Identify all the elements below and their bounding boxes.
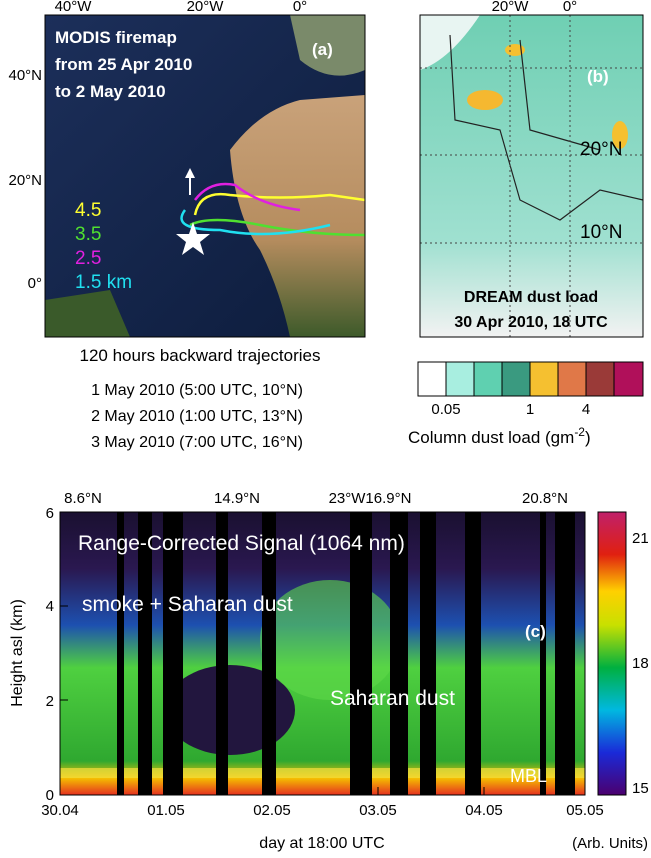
y-tick-label: 6 [46, 505, 54, 522]
y-tick-label: 0 [46, 787, 54, 804]
mbl-layer [60, 768, 585, 778]
annotation: MBL [510, 766, 547, 786]
lon-label: 20°W [187, 0, 225, 15]
date-line: 1 May 2010 (5:00 UTC, 10°N) [91, 382, 303, 399]
dust-patch [467, 90, 503, 110]
lon-label: 20°W [492, 0, 530, 15]
annotation: Saharan dust [330, 687, 455, 710]
star [176, 222, 210, 255]
map-title: to 2 May 2010 [55, 82, 166, 101]
colorbar-label: 1 [526, 401, 534, 418]
x-tick-label: 05.05 [566, 802, 604, 819]
lat-label: 20°N [8, 172, 42, 189]
lat-label: 23°W16.9°N [329, 490, 412, 507]
colorbar [597, 511, 627, 796]
lat-label: 40°N [8, 67, 42, 84]
colorbar-title-suffix: ) [585, 428, 591, 447]
dust-map [420, 15, 643, 337]
map-lat-label: 20°N [580, 139, 622, 160]
x-tick-label: 03.05 [359, 802, 397, 819]
legend-entry: 4.5 [75, 200, 101, 221]
map-title: 30 Apr 2010, 18 UTC [454, 314, 608, 331]
lat-label: 14.9°N [214, 490, 260, 507]
colorbar-label: 0.05 [431, 401, 460, 418]
x-tick-label: 30.04 [41, 802, 79, 819]
x-tick-label: 02.05 [253, 802, 291, 819]
legend-entry: 3.5 [75, 224, 101, 245]
colorbar-tick: 15 [632, 780, 649, 797]
panel-label: (b) [587, 67, 609, 86]
panel-b: 20°W 0° 20°N 10°N (b) DREAM dust load 30… [408, 0, 644, 447]
lat-label: 20.8°N [522, 490, 568, 507]
legend-entry: 2.5 [75, 248, 101, 269]
caption: 120 hours backward trajectories [80, 346, 321, 365]
map-frame [44, 14, 366, 338]
y-axis-label: Height asl (km) [9, 599, 26, 707]
colorbar-label: 4 [582, 401, 590, 418]
annotation: smoke + Saharan dust [82, 593, 293, 616]
graticule [420, 15, 643, 337]
trajectories [180, 182, 366, 237]
plot-frame [59, 511, 586, 796]
panel-label: (c) [525, 622, 546, 641]
date-line: 2 May 2010 (1:00 UTC, 13°N) [91, 408, 303, 425]
europe [290, 15, 365, 76]
x-tick-label: 01.05 [147, 802, 185, 819]
colorbar-tick: 18 [632, 655, 649, 672]
colorbar-title: Column dust load (gm-2) [408, 425, 591, 447]
panel-a: 40°W 20°W 0° 40°N 20°N 0° MODIS firemap … [8, 0, 366, 451]
x-axis-label: day at 18:00 UTC [259, 835, 384, 852]
south-america [45, 290, 130, 337]
legend-entry: 1.5 km [75, 272, 132, 293]
y-tick-label: 4 [46, 598, 54, 615]
x-tick-label: 04.05 [465, 802, 503, 819]
panel-c: 8.6°N 14.9°N 23°W16.9°N 20.8°N 0 2 4 6 3… [9, 490, 649, 852]
colorbar-title-sup: -2 [574, 425, 585, 439]
panel-label: (a) [312, 40, 333, 59]
ticks [60, 605, 485, 796]
africa [230, 95, 365, 337]
borders [449, 34, 644, 221]
y-tick-label: 2 [46, 693, 54, 710]
map-frame [419, 14, 644, 338]
date-line: 3 May 2010 (7:00 UTC, 16°N) [91, 434, 303, 451]
map-title: from 25 Apr 2010 [55, 55, 192, 74]
arrow-head [185, 168, 195, 178]
dust-patch [612, 121, 628, 149]
map-title: MODIS firemap [55, 28, 177, 47]
colorbar-tick: 21 [632, 530, 649, 547]
colorbar [417, 361, 644, 397]
lat-label: 0° [28, 275, 42, 292]
lon-label: 0° [563, 0, 577, 15]
lon-label: 0° [293, 0, 307, 15]
map-lat-label: 10°N [580, 222, 622, 243]
gaps [117, 512, 575, 795]
map-title: DREAM dust load [464, 289, 598, 306]
lat-label: 8.6°N [64, 490, 102, 507]
colorbar-title-text: Column dust load (gm [408, 428, 574, 447]
lon-label: 40°W [55, 0, 93, 15]
colorbar-unit: (Arb. Units) [572, 835, 648, 852]
annotation: Range-Corrected Signal (1064 nm) [78, 532, 405, 555]
